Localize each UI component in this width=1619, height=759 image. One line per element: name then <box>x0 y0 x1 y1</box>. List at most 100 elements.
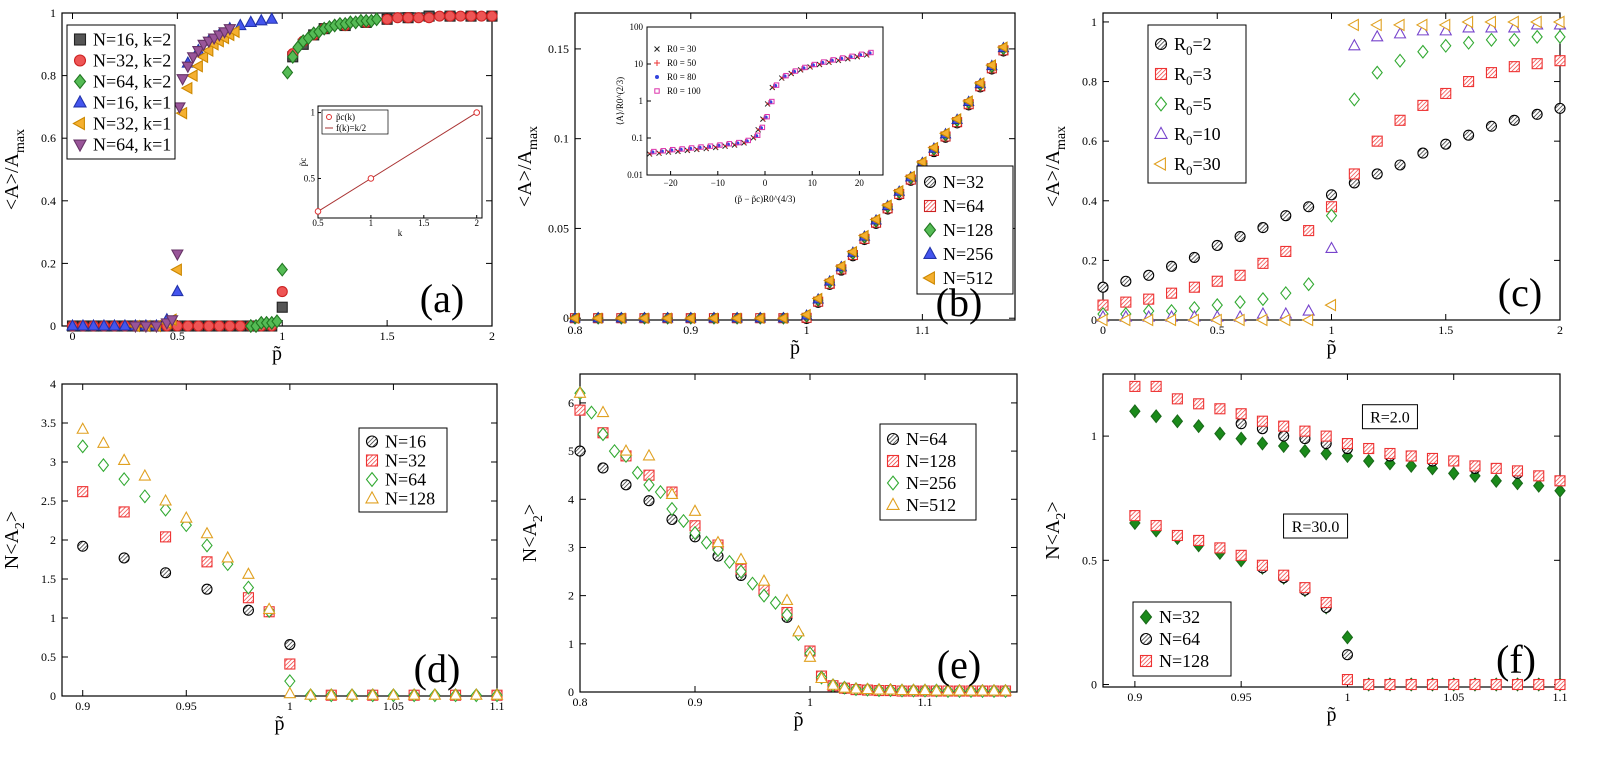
data-point <box>596 405 610 418</box>
data-point <box>149 321 163 334</box>
data-point <box>941 683 955 696</box>
data-point <box>66 318 79 331</box>
y-tick-label: 2 <box>50 533 56 547</box>
legend-label: N=64 <box>1159 629 1200 649</box>
data-point <box>1278 569 1290 581</box>
data-point <box>284 638 296 651</box>
data-point <box>973 77 985 89</box>
data-point <box>386 688 400 700</box>
data-point <box>689 525 701 541</box>
y-tick-label: 0.6 <box>41 131 56 145</box>
y-axis-label-main: N<A <box>1042 519 1064 560</box>
data-point <box>1278 313 1291 327</box>
inset-legend-label: R0 = 100 <box>667 86 701 96</box>
data-point <box>76 422 90 434</box>
data-point <box>118 552 130 564</box>
data-point <box>1325 241 1338 254</box>
data-point <box>962 95 973 107</box>
data-point <box>381 13 393 25</box>
x-tick-label: 0.95 <box>1231 690 1252 704</box>
legend-label-rest: =10 <box>1193 124 1221 144</box>
y-tick-label: 0 <box>568 685 574 699</box>
inset-point <box>654 88 660 94</box>
inset-y-label: ⟨A⟩/R0^(2/3) <box>615 77 625 125</box>
y-tick-label: 0.4 <box>1082 194 1097 208</box>
data-point <box>1143 269 1155 281</box>
data-point <box>1118 313 1131 327</box>
data-point <box>1394 159 1406 171</box>
legend-label: N=32, k=1 <box>93 114 171 134</box>
inset-point <box>473 109 481 116</box>
panel-label-d: (d) <box>414 646 461 691</box>
data-point <box>1235 418 1247 430</box>
data-point <box>746 576 759 591</box>
inset-legend-marker <box>326 114 332 120</box>
data-point <box>108 318 121 331</box>
data-point <box>1214 403 1226 415</box>
legend-label: N=64, k=2 <box>93 72 171 92</box>
data-point <box>138 468 152 481</box>
legend-label: N=32 <box>385 451 426 471</box>
data-point <box>444 10 456 22</box>
x-tick-label: 0.9 <box>75 699 90 713</box>
panel-label-c: (c) <box>1498 270 1542 315</box>
legend-marker <box>73 139 87 153</box>
legend-label-main: R <box>1174 34 1186 54</box>
data-point <box>1554 678 1566 691</box>
y-tick-label: 0.5 <box>41 650 56 664</box>
x-tick-label: 0.8 <box>568 323 583 337</box>
data-point <box>1507 15 1519 29</box>
annotation-box <box>1361 404 1418 430</box>
inset-point <box>868 49 874 56</box>
data-point <box>1490 473 1502 488</box>
inset-fit-line <box>317 112 477 212</box>
data-point <box>234 320 246 332</box>
data-point <box>1143 293 1155 305</box>
inset-point <box>773 82 780 88</box>
y-tick-label: 0.6 <box>1082 134 1097 148</box>
data-point <box>631 465 644 480</box>
y-tick-label: 0.05 <box>548 221 569 235</box>
x-tick-label: 1.5 <box>380 329 395 343</box>
y-axis-label: <A>/Amax <box>1 129 28 210</box>
series <box>128 24 237 334</box>
data-point <box>792 624 805 637</box>
y-tick-label: 3 <box>50 455 56 469</box>
legend-label: N=128 <box>943 220 993 240</box>
y-tick-label: 0.2 <box>41 256 56 270</box>
data-point <box>413 12 425 24</box>
legend-label: N=256 <box>943 244 993 264</box>
y-tick-label: 2.5 <box>41 494 56 508</box>
x-tick-label: 1 <box>1344 690 1350 704</box>
data-point <box>1171 414 1184 429</box>
data-point <box>1256 415 1268 427</box>
data-point <box>1193 534 1205 546</box>
legend-label-rest: =3 <box>1193 64 1212 84</box>
legend-marker <box>73 33 87 46</box>
data-point <box>97 457 110 473</box>
data-point <box>224 320 236 332</box>
data-point <box>730 312 742 325</box>
data-point <box>1533 678 1545 691</box>
data-point <box>159 493 173 506</box>
y-tick-label: 1 <box>50 611 56 625</box>
data-point <box>1348 168 1360 180</box>
data-point <box>1384 447 1396 460</box>
inset-x-tick-label: 10 <box>808 178 818 188</box>
data-point <box>987 683 1001 696</box>
y-tick-label: 0 <box>563 311 569 325</box>
data-point <box>1370 18 1382 32</box>
x-tick-label: 0.8 <box>573 695 588 709</box>
data-point <box>1554 102 1566 114</box>
data-point <box>815 671 828 684</box>
data-point <box>1234 294 1246 310</box>
inset-x-tick-label: 0 <box>763 178 768 188</box>
inset-y-tick-label: 0.01 <box>627 170 643 180</box>
legend-marker <box>886 454 900 468</box>
y-tick-label: 0.1 <box>554 132 569 146</box>
legend-label: N=64, k=1 <box>93 135 171 155</box>
data-point <box>1533 478 1545 493</box>
data-point <box>165 315 179 327</box>
data-point <box>284 658 296 670</box>
